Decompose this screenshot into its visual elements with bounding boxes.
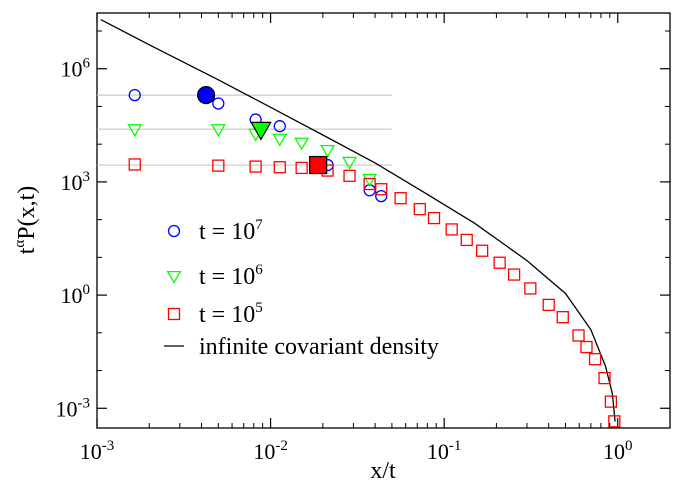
square-point: [273, 161, 286, 174]
square-point: [604, 395, 618, 408]
y-axis-label-rest: P(x,t): [14, 186, 40, 240]
x-tick-label-base: 10: [427, 439, 449, 464]
legend-label-exp: 6: [255, 262, 263, 278]
y-axis-label-sup: α: [12, 240, 28, 248]
axis-ticks: [96, 13, 671, 428]
legend-label: t = 106: [199, 262, 263, 290]
triangle-down-point: [320, 144, 336, 158]
triangle-down-point: [127, 124, 143, 138]
y-tick-label: 106: [61, 56, 91, 82]
square-point: [363, 177, 376, 191]
legend-label-text: t = 10: [199, 302, 255, 328]
triangle-down-point: [294, 137, 310, 151]
square-point: [394, 192, 407, 205]
x-tick-label-exp: 0: [625, 438, 633, 454]
square-point: [598, 371, 611, 385]
square-point: [580, 340, 593, 354]
square-point: [249, 160, 262, 173]
square-point: [588, 353, 602, 366]
y-tick-label-exp: 6: [83, 56, 91, 72]
square-point: [427, 211, 441, 225]
square-point: [542, 298, 555, 312]
y-axis-label-base: t: [14, 247, 40, 254]
y-tick-label: 100: [61, 282, 91, 308]
x-tick-label: 10-2: [253, 438, 288, 464]
square-point: [572, 329, 585, 342]
legend-triangle-down-swatch: [166, 270, 182, 284]
circle-point: [375, 189, 388, 203]
x-tick-label: 10-1: [427, 438, 462, 464]
y-tick-label-exp: 3: [83, 169, 91, 185]
x-tick-label-base: 10: [603, 439, 625, 464]
square-point: [460, 233, 473, 247]
triangle-down-point: [210, 124, 226, 138]
density-curve: [100, 19, 616, 422]
square-highlight-point: [309, 155, 328, 175]
circle-highlight-point: [196, 85, 216, 105]
circle-point: [212, 97, 225, 110]
square-point: [212, 159, 225, 172]
y-tick-label-base: 10: [61, 170, 83, 195]
y-axis-label: tαP(x,t): [12, 186, 40, 255]
legend-square-swatch: [167, 307, 181, 321]
square-point: [343, 169, 356, 182]
y-tick-label-base: 10: [61, 57, 83, 82]
y-tick-label-base: 10: [61, 283, 83, 308]
square-point: [608, 415, 621, 428]
legend-label-text: t = 10: [199, 219, 255, 245]
legend-label-text: infinite covariant density: [199, 334, 439, 360]
y-tick-label: 103: [61, 169, 91, 195]
legend-label: t = 107: [199, 217, 263, 245]
legend-label: t = 105: [199, 300, 263, 328]
circle-point: [273, 120, 286, 133]
data-markers: [127, 85, 621, 428]
legend-label: infinite covariant density: [199, 334, 439, 360]
legend-circle-swatch: [167, 224, 181, 238]
x-tick-label: 100: [603, 438, 633, 464]
triangle-down-point: [342, 156, 357, 170]
x-tick-label-base: 10: [80, 439, 102, 464]
x-tick-label: 10-3: [80, 438, 115, 464]
square-point: [493, 256, 506, 269]
triangle-down-point: [362, 173, 378, 187]
square-point: [128, 158, 141, 171]
y-tick-label-exp: -3: [78, 395, 91, 411]
y-tick-label: 10-3: [56, 395, 91, 421]
x-tick-label-base: 10: [253, 439, 275, 464]
square-point: [524, 282, 537, 295]
circle-point: [128, 88, 141, 102]
x-tick-label-exp: -2: [275, 438, 288, 454]
density-curve-layer: [100, 19, 616, 422]
square-point: [295, 161, 308, 175]
legend-label-text: t = 10: [199, 264, 255, 290]
square-point: [413, 202, 426, 216]
y-tick-label-base: 10: [56, 396, 78, 421]
legend-label-exp: 7: [255, 217, 263, 233]
x-tick-label-exp: -1: [449, 438, 462, 454]
square-point: [507, 268, 521, 281]
square-point: [475, 244, 489, 257]
y-tick-label-exp: 0: [83, 282, 91, 298]
square-point: [556, 311, 569, 324]
x-axis-label: x/t: [370, 458, 396, 484]
legend-label-exp: 5: [255, 300, 263, 316]
x-tick-label-exp: -3: [102, 438, 115, 454]
plot-frame: [96, 12, 671, 429]
triangle-down-point: [272, 133, 288, 147]
triangle-down-highlight-point: [250, 121, 272, 141]
square-point: [445, 223, 458, 236]
square-point: [375, 183, 388, 196]
plateau-guides: [97, 94, 392, 166]
